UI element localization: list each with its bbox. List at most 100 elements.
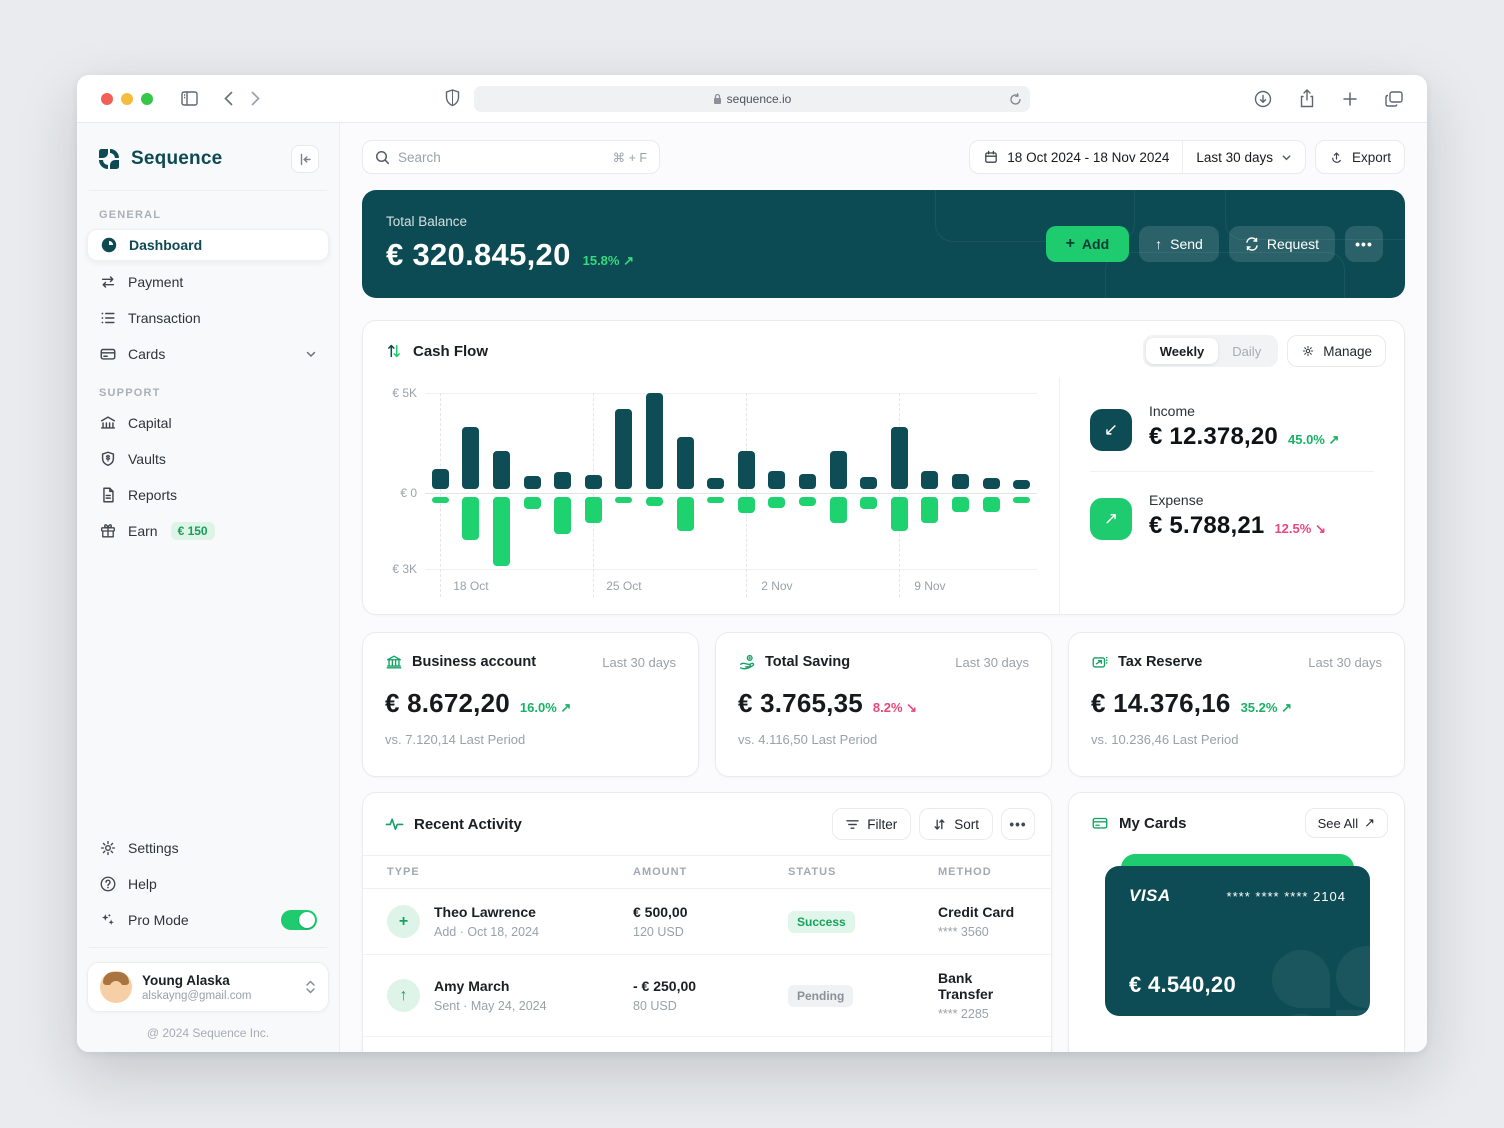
cashflow-title: Cash Flow: [413, 342, 489, 360]
stat-amount: € 14.376,16: [1091, 688, 1231, 718]
banner-decoration: [1225, 190, 1405, 240]
income-bar: [860, 477, 878, 489]
my-cards-card: My Cards See All ↗ VISA **** **** **** 2…: [1068, 792, 1405, 1052]
sidebar-item-payment[interactable]: Payment: [87, 266, 329, 297]
sidebar-item-vaults[interactable]: Vaults: [87, 443, 329, 474]
week-gridline: [593, 393, 595, 597]
expense-change: 12.5% ↘: [1274, 521, 1326, 536]
see-all-button[interactable]: See All ↗: [1304, 808, 1388, 838]
new-tab-icon[interactable]: [1342, 91, 1358, 107]
card-stack[interactable]: VISA **** **** **** 2104 € 4.540,20: [1069, 854, 1404, 1038]
sent-transaction-icon: ↑: [387, 979, 420, 1012]
stat-period: Last 30 days: [955, 654, 1029, 670]
card-balance: € 4.540,20: [1129, 972, 1236, 997]
expense-bar: [890, 497, 908, 531]
payment-icon: [99, 273, 117, 291]
sidebar-item-cards[interactable]: Cards: [87, 338, 329, 369]
savings-icon: [738, 653, 756, 671]
expense-bar: [462, 497, 480, 540]
send-button[interactable]: ↑ Send: [1139, 226, 1219, 262]
dashboard-icon: [100, 236, 118, 254]
add-button[interactable]: + Add: [1045, 226, 1130, 262]
stat-title: Total Saving: [765, 654, 851, 670]
privacy-shield-icon[interactable]: [445, 89, 460, 107]
reload-icon[interactable]: [1009, 92, 1022, 106]
total-balance-amount: € 320.845,20: [386, 237, 571, 272]
x-tick: 9 Nov: [914, 579, 946, 593]
amount: € 500,00: [633, 904, 688, 920]
activity-table-header: TYPE AMOUNT STATUS METHOD: [363, 855, 1051, 889]
activity-pulse-icon: [385, 816, 404, 832]
sidebar-item-pro-mode[interactable]: Pro Mode: [87, 904, 329, 935]
export-button[interactable]: Export: [1314, 140, 1405, 174]
share-icon[interactable]: [1299, 89, 1315, 108]
browser-window: sequence.io: [77, 75, 1427, 1052]
tab-overview-icon[interactable]: [1385, 90, 1403, 107]
trend-up-icon: ↗: [623, 253, 635, 268]
url-bar[interactable]: sequence.io: [474, 86, 1030, 112]
back-button[interactable]: [224, 91, 233, 106]
activity-more-button[interactable]: •••: [1001, 808, 1035, 840]
table-row[interactable]: [363, 1036, 1051, 1052]
copyright-text: @ 2024 Sequence Inc.: [146, 1026, 270, 1040]
forward-button[interactable]: [251, 91, 260, 106]
url-text: sequence.io: [726, 92, 792, 106]
sequence-logo-icon: [97, 147, 121, 171]
sidebar-item-capital[interactable]: Capital: [87, 407, 329, 438]
week-gridline: [440, 393, 442, 597]
sidebar-item-transaction[interactable]: Transaction: [87, 302, 329, 333]
arrow-up-icon: ↑: [1155, 236, 1163, 252]
search-box[interactable]: ⌘ + F: [362, 140, 660, 174]
request-button[interactable]: Request: [1228, 226, 1335, 262]
expense-bar: [431, 497, 449, 504]
period-select[interactable]: Last 30 days: [1182, 141, 1305, 173]
sidebar-item-earn[interactable]: Earn € 150: [87, 515, 329, 546]
help-icon: [99, 875, 117, 893]
sidebar-item-label: Settings: [128, 839, 179, 856]
earn-gift-icon: [99, 522, 117, 540]
vaults-icon: [99, 450, 117, 468]
banner-more-button[interactable]: •••: [1345, 226, 1383, 262]
downloads-icon[interactable]: [1254, 90, 1272, 108]
tab-daily[interactable]: Daily: [1218, 338, 1275, 364]
sort-button[interactable]: Sort: [919, 808, 993, 840]
manage-button[interactable]: Manage: [1287, 335, 1386, 367]
cashflow-granularity-switch: Weekly Daily: [1142, 335, 1279, 367]
tab-weekly[interactable]: Weekly: [1145, 338, 1219, 364]
section-label-general: GENERAL: [99, 209, 162, 221]
pro-mode-toggle[interactable]: [281, 909, 317, 930]
income-bar: [921, 471, 939, 489]
section-label-support: SUPPORT: [99, 387, 161, 399]
income-change: 45.0% ↗: [1288, 432, 1340, 447]
expense-bar: [952, 497, 969, 512]
sidebar-item-dashboard[interactable]: Dashboard: [87, 229, 329, 261]
minimize-button[interactable]: [121, 92, 133, 105]
cashflow-arrows-icon: [385, 342, 403, 360]
sidebar-item-settings[interactable]: Settings: [87, 832, 329, 863]
x-tick: 25 Oct: [606, 579, 642, 593]
sidebar-collapse-button[interactable]: [291, 145, 319, 173]
stat-change: 8.2% ↘: [872, 700, 918, 715]
filter-button[interactable]: Filter: [832, 808, 912, 840]
income-bar: [523, 476, 541, 489]
stat-compare: vs. 4.116,50 Last Period: [738, 732, 878, 747]
user-account-switcher[interactable]: Young Alaska alskayng@gmail.com: [87, 962, 329, 1012]
card-decoration: [1336, 946, 1370, 1008]
close-button[interactable]: [101, 92, 113, 105]
zoom-button[interactable]: [141, 92, 153, 105]
table-row[interactable]: + Theo Lawrence Add · Oct 18, 2024 € 500…: [363, 889, 1051, 954]
sidebar-item-label: Cards: [128, 345, 166, 362]
sidebar-item-reports[interactable]: Reports: [87, 479, 329, 510]
date-range-picker[interactable]: 18 Oct 2024 - 18 Nov 2024: [970, 141, 1182, 173]
activity-title: Recent Activity: [414, 815, 522, 833]
bank-icon: [385, 653, 403, 671]
filter-icon: [846, 819, 860, 830]
sidebar-item-label: Dashboard: [129, 237, 203, 253]
stat-period: Last 30 days: [1308, 654, 1382, 670]
search-input[interactable]: [398, 149, 605, 165]
income-arrow-icon: ↙: [1090, 409, 1132, 451]
sidebar-toggle-icon[interactable]: [181, 91, 198, 106]
total-balance-change: 15.8% ↗: [582, 253, 635, 268]
sidebar-item-help[interactable]: Help: [87, 868, 329, 899]
table-row[interactable]: ↑ Amy March Sent · May 24, 2024 - € 250,…: [363, 954, 1051, 1036]
